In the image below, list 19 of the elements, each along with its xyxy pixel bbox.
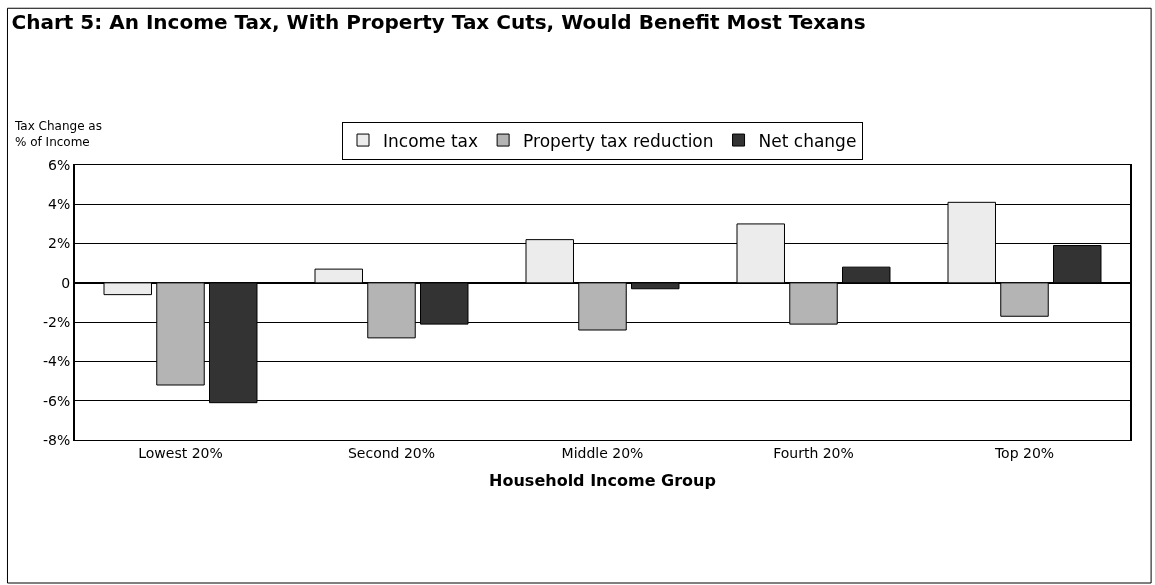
y-axis-title: Tax Change as % of Income [14, 119, 102, 149]
legend-label: Property tax reduction [523, 130, 714, 151]
y-tick-label: 2% [47, 235, 71, 252]
chart-title: Chart 5: An Income Tax, With Property Tax Cuts, Would Benefit Most Texans [11, 9, 866, 34]
y-tick-label: -2% [42, 314, 71, 331]
x-tick-label: Second 20% [347, 444, 436, 461]
y-tick-label: -8% [42, 431, 71, 448]
y-tick-label: -4% [42, 353, 71, 370]
x-tick-label: Fourth 20% [773, 444, 854, 461]
x-tick-label: Top 20% [993, 444, 1055, 461]
legend-label: Income tax [383, 130, 479, 151]
x-tick-label: Lowest 20% [138, 444, 223, 461]
legend-label: Net change [758, 130, 857, 151]
y-tick-label: 6% [47, 156, 71, 173]
x-tick-label: Middle 20% [561, 444, 644, 461]
y-tick-label: 4% [47, 196, 71, 213]
x-axis-title: Household Income Group [489, 471, 716, 491]
y-tick-label: 0 [61, 274, 71, 291]
y-tick-label: -6% [42, 392, 71, 409]
